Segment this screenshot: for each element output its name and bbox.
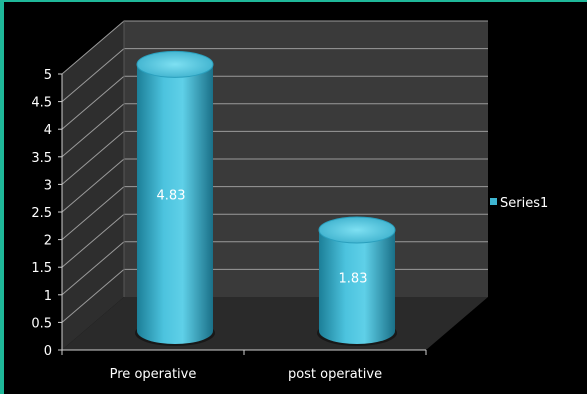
y-axis: 0 0.5 1 1.5 2 2.5 3 3.5 4 4.5 5 [31,68,63,359]
x-tick-label: post operative [288,367,382,382]
y-tick-label: 3.5 [31,151,52,166]
y-tick-label: 2.5 [31,206,52,221]
plot-walls [62,21,488,350]
y-tick-label: 3 [44,178,52,193]
data-label: 4.83 [157,189,186,204]
floor [62,297,488,350]
bar-body [137,64,213,344]
bar-top [318,216,396,244]
y-tick-label: 0.5 [31,316,52,331]
y-tick-label: 5 [44,68,52,83]
bar: 4.83 [135,50,215,346]
x-tick-label: Pre operative [110,367,197,382]
data-label: 1.83 [339,271,368,286]
bar: 1.83 [317,216,397,346]
y-tick-label: 0 [44,344,52,359]
legend: Series1 [490,196,548,211]
y-tick-label: 2 [44,234,52,249]
y-tick-label: 4 [44,123,52,138]
y-tick-label: 4.5 [31,96,52,111]
bar-body [319,229,395,344]
y-tick-label: 1.5 [31,261,52,276]
x-axis: Pre operative post operative [61,349,427,382]
legend-label-series1: Series1 [500,196,548,211]
bar-top [136,50,214,78]
bars: 4.83 1.83 [135,50,397,346]
bar-chart: 0 0.5 1 1.5 2 2.5 3 3.5 4 4.5 5 Pre operative post … [31,20,548,382]
y-tick-label: 1 [44,289,52,304]
legend-swatch-series1 [490,198,497,205]
